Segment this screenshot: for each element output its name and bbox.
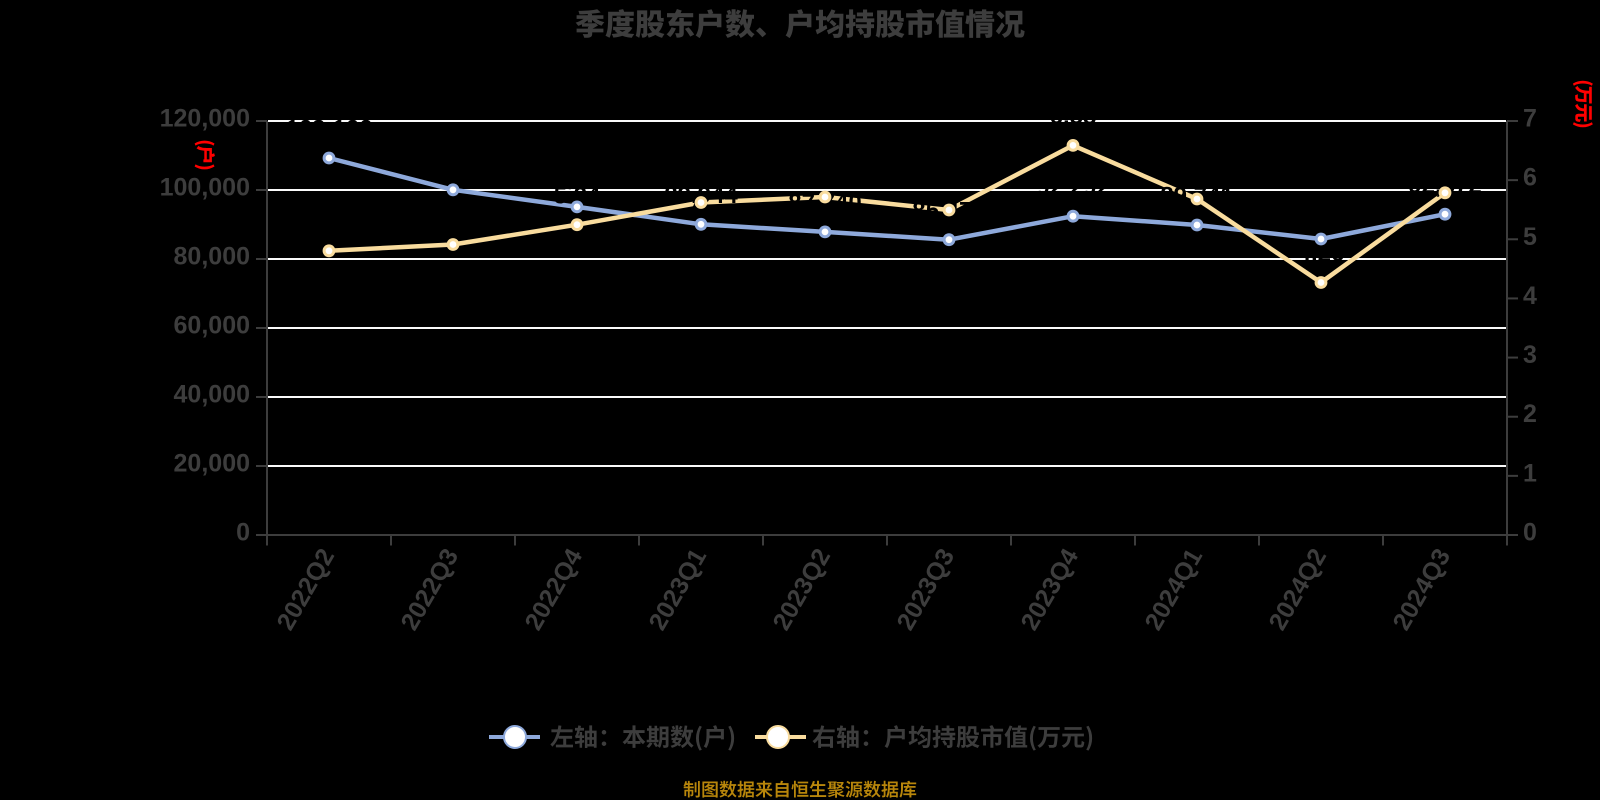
svg-text:5.71: 5.71 bbox=[802, 155, 849, 182]
svg-text:4.90: 4.90 bbox=[430, 202, 477, 229]
svg-text:0: 0 bbox=[236, 519, 250, 547]
svg-text:120,000: 120,000 bbox=[160, 105, 250, 133]
svg-text:0: 0 bbox=[1523, 519, 1537, 547]
svg-text:4: 4 bbox=[1523, 282, 1537, 310]
svg-text:80,000: 80,000 bbox=[174, 243, 250, 271]
svg-text:20,000: 20,000 bbox=[174, 450, 250, 478]
svg-text:92,292: 92,292 bbox=[1036, 174, 1109, 201]
svg-text:5.49: 5.49 bbox=[926, 168, 973, 195]
svg-text:5.67: 5.67 bbox=[1174, 157, 1221, 184]
svg-text:5.78: 5.78 bbox=[1422, 150, 1469, 177]
svg-text:6.58: 6.58 bbox=[1050, 103, 1097, 130]
svg-text:5.61: 5.61 bbox=[678, 160, 725, 187]
svg-text:4.80: 4.80 bbox=[306, 208, 353, 235]
svg-text:5: 5 bbox=[1523, 223, 1537, 251]
svg-text:6: 6 bbox=[1523, 164, 1537, 192]
svg-text:60,000: 60,000 bbox=[174, 312, 250, 340]
svg-text:109,166: 109,166 bbox=[286, 116, 373, 143]
svg-text:40,000: 40,000 bbox=[174, 381, 250, 409]
svg-text:94,989: 94,989 bbox=[540, 165, 613, 192]
svg-text:7: 7 bbox=[1523, 104, 1537, 132]
svg-text:2: 2 bbox=[1523, 400, 1537, 428]
svg-text:100,000: 100,000 bbox=[160, 174, 250, 202]
svg-text:85,681: 85,681 bbox=[1284, 197, 1357, 224]
svg-text:3: 3 bbox=[1523, 341, 1537, 369]
svg-text:1: 1 bbox=[1523, 459, 1537, 487]
svg-text:99,947: 99,947 bbox=[416, 147, 489, 174]
